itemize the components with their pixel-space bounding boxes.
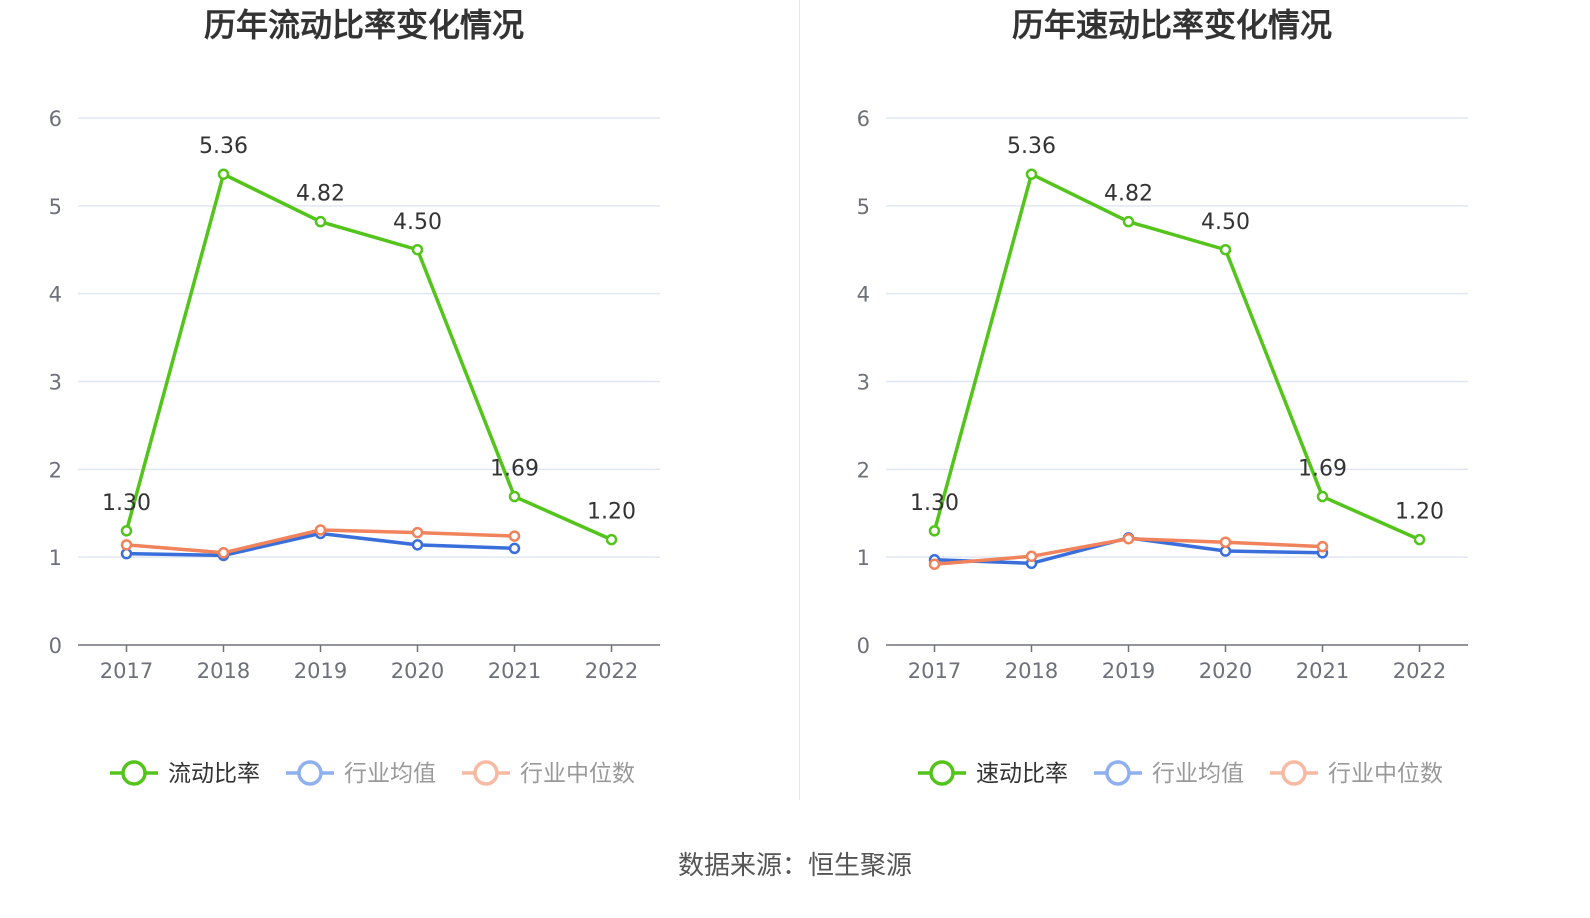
data-point xyxy=(508,530,521,542)
quick-ratio-chart-svg: 历年速动比率变化情况 0 1 2 3 4 5 6 2017 2018 2019 2020 2021 202… xyxy=(857,6,1468,787)
data-label: 5.36 xyxy=(1007,134,1056,159)
data-point xyxy=(1025,550,1038,563)
x-tick-label: 2022 xyxy=(1393,659,1446,683)
quick-ratio-chart: 历年速动比率变化情况 0 1 2 3 4 5 6 2017 2018 2019 2020 2021 202… xyxy=(808,0,1590,800)
data-source-caption: 数据来源：恒生聚源 xyxy=(677,851,912,881)
y-tick-label: 4 xyxy=(857,283,870,307)
data-point xyxy=(1219,244,1232,256)
data-point xyxy=(120,539,133,551)
y-tick-label: 1 xyxy=(857,546,870,570)
data-point xyxy=(411,244,424,256)
data-point xyxy=(120,525,133,537)
y-tick-label: 2 xyxy=(857,458,870,482)
legend-label: 速动比率 xyxy=(976,761,1068,787)
data-point xyxy=(508,542,521,555)
data-label: 4.82 xyxy=(296,182,345,207)
legend-marker xyxy=(929,760,955,786)
legend-item[interactable]: 行业中位数 xyxy=(462,760,635,787)
data-point xyxy=(314,524,327,536)
legend-marker xyxy=(297,760,323,786)
legend-label: 行业中位数 xyxy=(520,761,635,787)
series-line xyxy=(932,172,1421,542)
legend-label: 流动比率 xyxy=(168,761,260,787)
data-point xyxy=(508,490,521,503)
data-label: 1.69 xyxy=(1298,457,1347,482)
x-tick-label: 2018 xyxy=(1005,659,1058,683)
data-point xyxy=(1413,533,1426,546)
x-tick-label: 2017 xyxy=(100,659,153,683)
x-tick-label: 2017 xyxy=(908,659,961,683)
data-point xyxy=(411,526,424,539)
y-tick-label: 2 xyxy=(49,458,62,482)
data-label: 4.50 xyxy=(393,210,442,235)
data-label: 1.30 xyxy=(102,491,151,516)
legend-marker xyxy=(1281,760,1307,786)
data-point xyxy=(411,539,424,551)
y-tick-label: 5 xyxy=(49,195,62,219)
y-tick-label: 6 xyxy=(49,107,62,131)
legend-marker xyxy=(121,760,147,786)
data-point xyxy=(217,547,230,559)
data-point xyxy=(1122,532,1135,545)
y-tick-label: 1 xyxy=(49,546,62,570)
data-point xyxy=(1025,168,1038,180)
y-tick-label: 5 xyxy=(857,195,870,219)
chart-title: 历年流动比率变化情况 xyxy=(204,6,524,44)
chart-title: 历年速动比率变化情况 xyxy=(1012,6,1332,44)
data-label: 5.36 xyxy=(199,134,248,159)
data-label: 1.20 xyxy=(1395,500,1444,525)
x-tick-label: 2021 xyxy=(488,659,541,683)
data-point xyxy=(928,525,941,537)
current-ratio-chart: 历年流动比率变化情况 0 1 2 3 4 5 6 2017 2018 2019 2020 2021 202… xyxy=(0,0,790,800)
data-point xyxy=(1316,490,1329,503)
data-label: 1.20 xyxy=(587,500,636,525)
legend-item[interactable]: 行业均值 xyxy=(1094,760,1244,787)
data-point xyxy=(1122,215,1135,228)
legend-item[interactable]: 行业均值 xyxy=(286,760,436,787)
x-tick-label: 2019 xyxy=(294,659,347,683)
data-label: 1.30 xyxy=(910,491,959,516)
data-point xyxy=(314,215,327,228)
data-point xyxy=(605,533,618,546)
panel-divider xyxy=(799,0,800,800)
legend-label: 行业中位数 xyxy=(1328,761,1443,787)
y-tick-label: 4 xyxy=(49,283,62,307)
y-tick-label: 0 xyxy=(857,634,870,658)
data-label: 1.69 xyxy=(490,457,539,482)
current-ratio-chart-svg: 历年流动比率变化情况 0 1 2 3 4 5 6 2017 2018 2019 2020 2021 202… xyxy=(49,6,660,787)
legend-marker xyxy=(473,760,499,786)
legend-label: 行业均值 xyxy=(344,761,436,787)
legend-item[interactable]: 行业中位数 xyxy=(1270,760,1443,787)
y-tick-label: 3 xyxy=(49,371,62,395)
y-tick-label: 6 xyxy=(857,107,870,131)
data-point xyxy=(1219,536,1232,548)
legend-marker xyxy=(1105,760,1131,786)
legend-label: 行业均值 xyxy=(1152,761,1244,787)
data-point xyxy=(928,558,941,570)
x-tick-label: 2022 xyxy=(585,659,638,683)
legend-item[interactable]: 速动比率 xyxy=(918,760,1068,787)
data-label: 4.50 xyxy=(1201,210,1250,235)
y-tick-label: 3 xyxy=(857,371,870,395)
legend-item[interactable]: 流动比率 xyxy=(110,760,260,787)
data-point xyxy=(217,168,230,180)
x-tick-label: 2020 xyxy=(1199,659,1252,683)
x-tick-label: 2020 xyxy=(391,659,444,683)
x-tick-label: 2019 xyxy=(1102,659,1155,683)
x-tick-label: 2018 xyxy=(197,659,250,683)
y-tick-label: 0 xyxy=(49,634,62,658)
x-tick-label: 2021 xyxy=(1296,659,1349,683)
data-label: 4.82 xyxy=(1104,182,1153,207)
series-line xyxy=(124,172,613,542)
data-point xyxy=(1316,540,1329,553)
